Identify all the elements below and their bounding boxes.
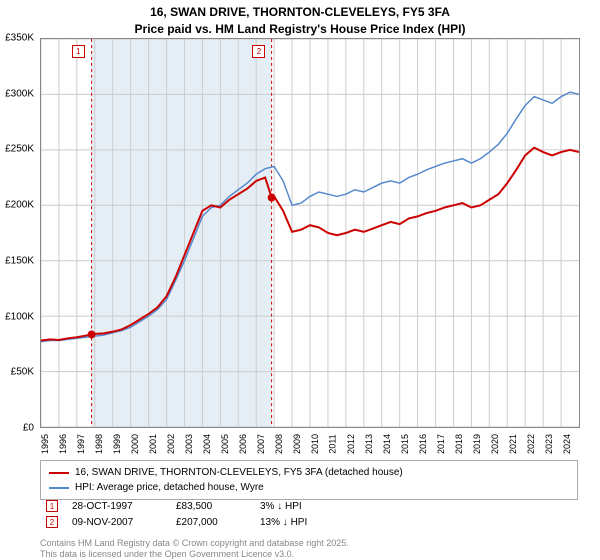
- sale-row-hpi: 3% ↓ HPI: [260, 501, 340, 512]
- footer-attribution: Contains HM Land Registry data © Crown c…: [40, 538, 578, 560]
- x-tick-label: 2006: [238, 434, 248, 454]
- x-tick-label: 2017: [436, 434, 446, 454]
- x-tick-label: 2007: [256, 434, 266, 454]
- x-tick-label: 2013: [364, 434, 374, 454]
- chart-svg: [41, 39, 579, 427]
- y-tick-label: £250K: [5, 144, 34, 155]
- x-tick-label: 2011: [328, 434, 338, 453]
- sale-marker-2: 2: [252, 45, 265, 58]
- y-tick-label: £100K: [5, 311, 34, 322]
- legend-label: HPI: Average price, detached house, Wyre: [75, 480, 264, 495]
- y-tick-label: £0: [23, 423, 34, 434]
- x-tick-label: 2023: [544, 434, 554, 454]
- legend-label: 16, SWAN DRIVE, THORNTON-CLEVELEYS, FY5 …: [75, 465, 403, 480]
- legend-box: 16, SWAN DRIVE, THORNTON-CLEVELEYS, FY5 …: [40, 460, 578, 500]
- x-tick-label: 1995: [40, 434, 50, 454]
- sale-row-price: £207,000: [176, 517, 246, 528]
- x-tick-label: 1996: [58, 434, 68, 454]
- x-tick-label: 2020: [490, 434, 500, 454]
- x-tick-label: 2021: [508, 434, 518, 454]
- sale-row: 2 09-NOV-2007 £207,000 13% ↓ HPI: [40, 514, 578, 530]
- x-tick-label: 2014: [382, 434, 392, 454]
- x-tick-label: 1999: [112, 434, 122, 454]
- sale-row-marker: 1: [46, 500, 58, 512]
- x-tick-label: 2004: [202, 434, 212, 454]
- footer-line-2: This data is licensed under the Open Gov…: [40, 549, 578, 560]
- x-tick-label: 2010: [310, 434, 320, 454]
- sale-marker-1: 1: [72, 45, 85, 58]
- y-tick-label: £50K: [11, 367, 34, 378]
- x-tick-label: 2005: [220, 434, 230, 454]
- x-tick-label: 2000: [130, 434, 140, 454]
- legend-swatch: [49, 487, 69, 489]
- x-tick-label: 2018: [454, 434, 464, 454]
- x-tick-label: 2015: [400, 434, 410, 454]
- chart-title: 16, SWAN DRIVE, THORNTON-CLEVELEYS, FY5 …: [0, 0, 600, 38]
- x-tick-label: 2012: [346, 434, 356, 454]
- x-tick-label: 2009: [292, 434, 302, 454]
- x-tick-label: 2001: [148, 434, 158, 454]
- legend-item: 16, SWAN DRIVE, THORNTON-CLEVELEYS, FY5 …: [49, 465, 569, 480]
- x-tick-label: 2022: [526, 434, 536, 454]
- y-tick-label: £300K: [5, 88, 34, 99]
- sale-row-price: £83,500: [176, 501, 246, 512]
- legend-item: HPI: Average price, detached house, Wyre: [49, 480, 569, 495]
- y-tick-label: £150K: [5, 255, 34, 266]
- x-tick-label: 2003: [184, 434, 194, 454]
- y-tick-label: £200K: [5, 200, 34, 211]
- sale-rows: 1 28-OCT-1997 £83,500 3% ↓ HPI 2 09-NOV-2007 £…: [40, 498, 578, 530]
- x-axis-labels: 1995 1996 1997 1998 1999 2000 2001 2002 2003 2004…: [40, 430, 580, 452]
- x-tick-label: 1998: [94, 434, 104, 454]
- sale-row: 1 28-OCT-1997 £83,500 3% ↓ HPI: [40, 498, 578, 514]
- sale-row-date: 09-NOV-2007: [72, 517, 162, 528]
- sale-row-date: 28-OCT-1997: [72, 501, 162, 512]
- chart-plot-area: 12: [40, 38, 580, 428]
- x-tick-label: 2008: [274, 434, 284, 454]
- title-line-1: 16, SWAN DRIVE, THORNTON-CLEVELEYS, FY5 …: [0, 4, 600, 21]
- y-tick-label: £350K: [5, 33, 34, 44]
- x-tick-label: 2019: [472, 434, 482, 454]
- y-axis-labels: £0£50K£100K£150K£200K£250K£300K£350K: [0, 38, 38, 428]
- x-tick-label: 2016: [418, 434, 428, 454]
- x-tick-label: 2002: [166, 434, 176, 454]
- legend-swatch: [49, 472, 69, 474]
- sale-row-hpi: 13% ↓ HPI: [260, 517, 340, 528]
- x-tick-label: 1997: [76, 434, 86, 454]
- footer-line-1: Contains HM Land Registry data © Crown c…: [40, 538, 578, 549]
- sale-row-marker: 2: [46, 516, 58, 528]
- x-tick-label: 2024: [562, 434, 572, 454]
- title-line-2: Price paid vs. HM Land Registry's House …: [0, 21, 600, 38]
